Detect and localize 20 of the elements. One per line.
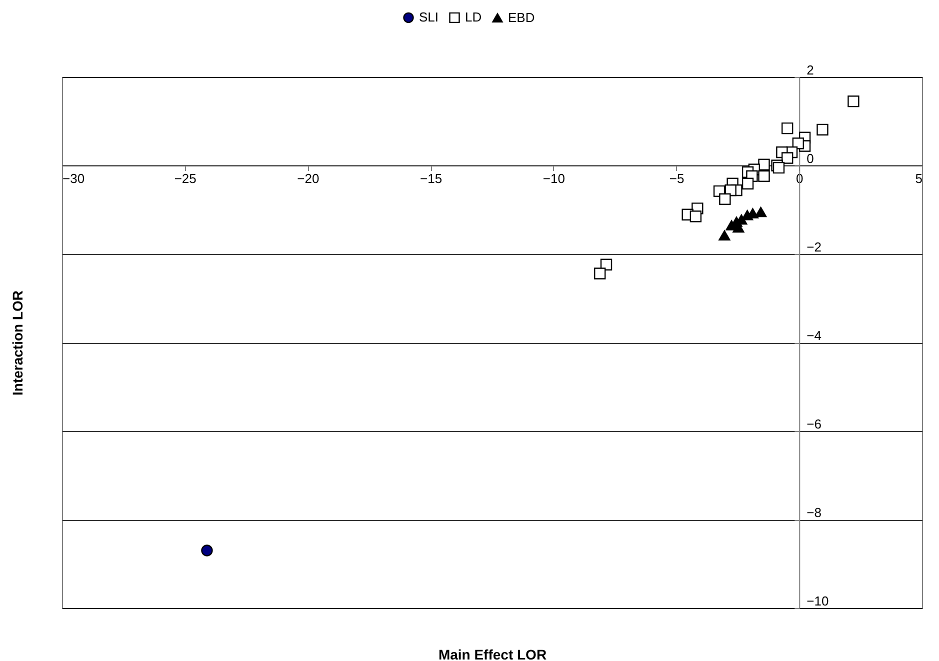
y-tick-label: −10: [806, 594, 829, 608]
legend-label: LD: [465, 10, 482, 25]
x-tick-label: −5: [669, 171, 684, 186]
x-tick-label: 0: [796, 171, 804, 186]
y-tick-label: −2: [806, 240, 822, 254]
x-tick-label: −25: [174, 171, 196, 186]
x-tick-label: −10: [542, 171, 565, 186]
legend-label: EBD: [508, 10, 535, 25]
x-tick-label: −30: [62, 171, 85, 186]
x-tick-label: −15: [420, 171, 442, 186]
y-axis-title: Interaction LOR: [10, 290, 26, 396]
x-tick-label: 5: [915, 171, 922, 186]
legend-label: SLI: [419, 10, 439, 25]
y-tick-label: −4: [806, 328, 822, 343]
y-tick-label: −8: [806, 505, 822, 520]
y-tick-label: 0: [806, 151, 814, 166]
y-tick-label: −6: [806, 416, 822, 432]
x-axis-title: Main Effect LOR: [438, 646, 547, 661]
y-tick-label: 2: [806, 62, 814, 78]
x-tick-label: −20: [297, 171, 320, 186]
